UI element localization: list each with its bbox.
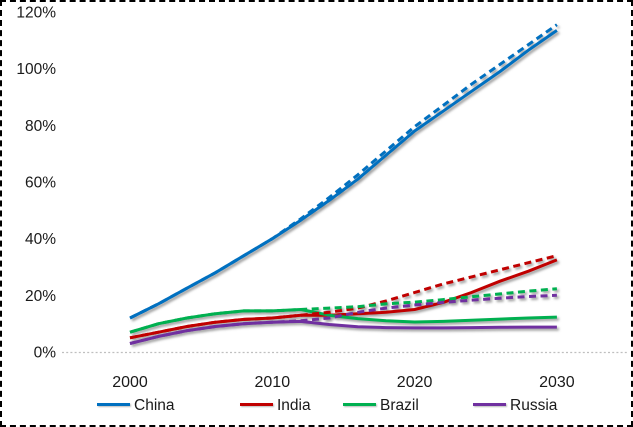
x-tick-label: 2020 (397, 374, 433, 391)
y-tick-label: 20% (25, 288, 56, 305)
y-tick-label: 0% (34, 345, 57, 362)
x-tick-label: 2010 (255, 374, 291, 391)
x-axis-tick-labels: 2000 2010 2020 2030 (112, 374, 575, 391)
series-line-china-solid (129, 29, 558, 320)
y-tick-label: 100% (16, 61, 56, 78)
y-tick-label: 80% (25, 118, 56, 135)
legend-item-china: China (134, 397, 175, 414)
legend-item-brazil: Brazil (380, 397, 419, 414)
series-line-china-dashed (129, 23, 558, 320)
y-axis-tick-labels: 0% 20% 40% 60% 80% 100% 120% (16, 4, 56, 361)
series-line-india-dashed (129, 254, 558, 340)
legend-item-russia: Russia (510, 397, 558, 414)
series-lines (129, 23, 558, 345)
legend-label: China (134, 397, 175, 414)
series-line-russia-dashed (129, 293, 557, 345)
legend-item-india: India (277, 397, 311, 414)
chart-legend: China India Brazil Russia (97, 397, 558, 414)
legend-label: India (277, 397, 311, 414)
series-line-brazil-dashed (129, 287, 558, 334)
x-tick-label: 2000 (112, 374, 148, 391)
legend-label: Russia (510, 397, 558, 414)
y-tick-label: 40% (25, 231, 56, 248)
x-tick-label: 2030 (539, 374, 575, 391)
legend-label: Brazil (380, 397, 419, 414)
y-tick-label: 120% (16, 4, 56, 21)
y-tick-label: 60% (25, 174, 56, 191)
